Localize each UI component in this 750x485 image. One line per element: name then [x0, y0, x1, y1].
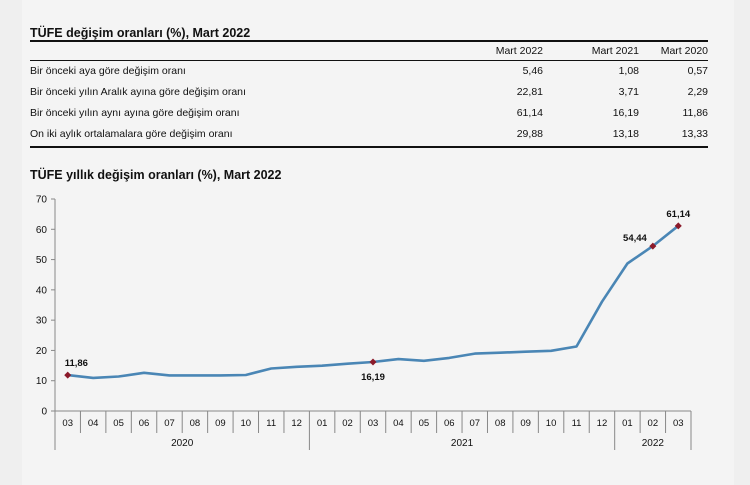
- y-tick-label: 70: [36, 195, 48, 206]
- header-mart-2021: Mart 2021: [591, 45, 639, 57]
- table-top-rule: [30, 40, 708, 42]
- x-tick-label: 07: [469, 418, 480, 429]
- report-panel: [22, 0, 734, 485]
- x-tick-label: 03: [673, 418, 684, 429]
- x-tick-label: 02: [342, 418, 353, 429]
- y-tick-label: 60: [36, 225, 48, 236]
- data-label: 16,19: [361, 372, 385, 383]
- data-label: 11,86: [65, 358, 88, 369]
- x-tick-label: 05: [113, 418, 124, 429]
- y-tick-label: 30: [36, 316, 48, 327]
- year-label: 2020: [171, 438, 194, 449]
- cell-value: 1,08: [618, 64, 639, 77]
- table-row: Bir önceki aya göre değişim oranı 5,46 1…: [30, 60, 708, 81]
- data-point-marker: [64, 371, 72, 379]
- data-point-marker: [369, 358, 377, 366]
- y-tick-label: 40: [36, 285, 48, 296]
- table-row: Bir önceki yılın Aralık ayına göre değiş…: [30, 81, 708, 102]
- x-tick-label: 08: [190, 418, 201, 429]
- x-tick-label: 09: [215, 418, 226, 429]
- cell-value: 13,33: [681, 127, 708, 140]
- cell-value: 22,81: [516, 85, 543, 98]
- cell-value: 29,88: [516, 127, 543, 140]
- x-tick-label: 12: [291, 418, 302, 429]
- x-tick-label: 04: [393, 418, 404, 429]
- cell-value: 61,14: [516, 106, 543, 119]
- data-point-marker: [649, 242, 657, 250]
- year-label: 2021: [451, 438, 474, 449]
- x-tick-label: 11: [572, 418, 582, 429]
- x-tick-label: 03: [368, 418, 379, 429]
- x-tick-label: 10: [241, 418, 252, 429]
- x-tick-label: 03: [62, 418, 73, 429]
- x-tick-label: 01: [622, 418, 633, 429]
- cell-value: 3,71: [618, 85, 639, 98]
- data-point-marker: [674, 222, 682, 230]
- data-label: 54,44: [623, 233, 647, 244]
- table-title: TÜFE değişim oranları (%), Mart 2022: [30, 26, 251, 40]
- y-tick-label: 10: [36, 376, 48, 387]
- row-label: Bir önceki yılın Aralık ayına göre değiş…: [30, 85, 246, 98]
- table-bottom-rule: [30, 146, 708, 148]
- row-label: Bir önceki yılın aynı ayına göre değişim…: [30, 106, 240, 119]
- row-label: Bir önceki aya göre değişim oranı: [30, 64, 186, 77]
- header-mart-2020: Mart 2020: [660, 45, 708, 57]
- x-tick-label: 07: [164, 418, 175, 429]
- x-tick-label: 10: [546, 418, 557, 429]
- x-tick-label: 02: [648, 418, 659, 429]
- table-row: Bir önceki yılın aynı ayına göre değişim…: [30, 102, 708, 123]
- cell-value: 5,46: [522, 64, 543, 77]
- x-tick-label: 05: [419, 418, 430, 429]
- header-mart-2022: Mart 2022: [495, 45, 543, 57]
- y-tick-label: 20: [36, 346, 48, 357]
- year-label: 2022: [642, 438, 665, 449]
- x-tick-label: 04: [88, 418, 99, 429]
- cell-value: 2,29: [687, 85, 708, 98]
- x-tick-label: 06: [139, 418, 150, 429]
- table-header-rule: [30, 60, 708, 61]
- cell-value: 13,18: [612, 127, 639, 140]
- series-line: [67, 224, 680, 380]
- cell-value: 0,57: [687, 64, 708, 77]
- cell-value: 16,19: [612, 106, 639, 119]
- data-label: 61,14: [666, 209, 690, 220]
- x-tick-label: 11: [266, 418, 276, 429]
- x-tick-label: 08: [495, 418, 506, 429]
- x-tick-label: 09: [520, 418, 531, 429]
- cell-value: 11,86: [682, 106, 709, 119]
- cpi-table: Mart 2022 Mart 2021 Mart 2020 Bir önceki…: [30, 42, 708, 144]
- table-header-row: Mart 2022 Mart 2021 Mart 2020: [30, 42, 708, 60]
- row-label: On iki aylık ortalamalara göre değişim o…: [30, 127, 233, 140]
- y-tick-label: 50: [36, 255, 48, 266]
- table-row: On iki aylık ortalamalara göre değişim o…: [30, 123, 708, 144]
- y-tick-label: 0: [41, 407, 47, 418]
- x-tick-label: 01: [317, 418, 328, 429]
- x-tick-label: 06: [444, 418, 455, 429]
- chart-title: TÜFE yıllık değişim oranları (%), Mart 2…: [30, 168, 282, 182]
- x-tick-label: 12: [597, 418, 608, 429]
